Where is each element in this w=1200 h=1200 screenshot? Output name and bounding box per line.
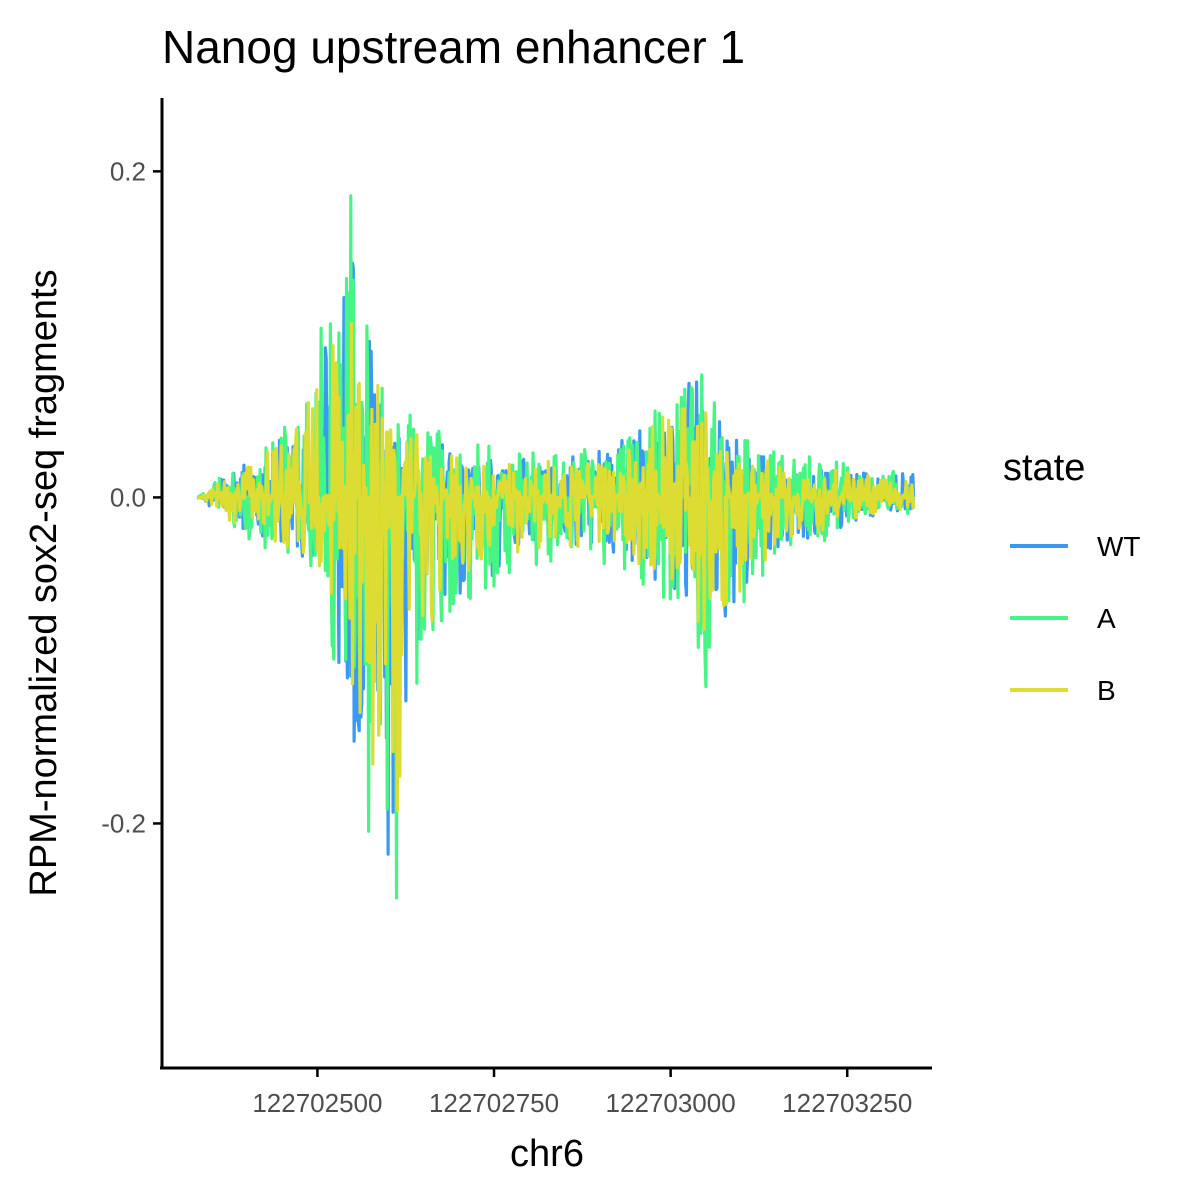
- plot-series: [196, 194, 916, 900]
- series-line-wt: [196, 261, 916, 856]
- legend-label-wt: WT: [1097, 531, 1141, 562]
- series-line-b: [196, 321, 916, 813]
- y-ticks: 0.2 0.0 -0.2: [101, 156, 162, 838]
- legend: state WT A B: [1003, 447, 1141, 706]
- y-tick-label: 0.2: [110, 156, 146, 186]
- legend-title: state: [1003, 447, 1085, 489]
- x-axis-title: chr6: [510, 1133, 584, 1175]
- legend-label-b: B: [1097, 675, 1116, 706]
- x-tick-label: 122702500: [252, 1088, 382, 1118]
- x-ticks: 122702500 122702750 122703000 122703250: [252, 1068, 912, 1118]
- y-tick-label: -0.2: [101, 808, 146, 838]
- x-tick-label: 122703000: [606, 1088, 736, 1118]
- legend-entries: WT A B: [1010, 531, 1141, 706]
- y-tick-label: 0.0: [110, 482, 146, 512]
- x-tick-label: 122703250: [782, 1088, 912, 1118]
- y-axis-title: RPM-normalized sox2-seq fragments: [23, 269, 65, 896]
- legend-label-a: A: [1097, 603, 1116, 634]
- x-tick-label: 122702750: [429, 1088, 559, 1118]
- chart-title: Nanog upstream enhancer 1: [162, 21, 745, 73]
